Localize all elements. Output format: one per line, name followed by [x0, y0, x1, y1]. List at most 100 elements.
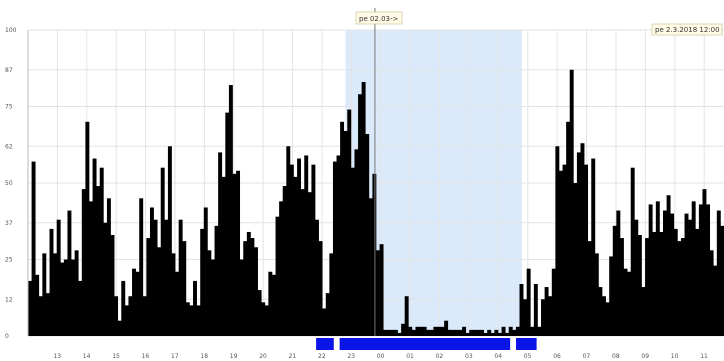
x-tick-label-2: 15 — [112, 353, 120, 360]
bar-123 — [469, 329, 474, 336]
bar-168 — [630, 167, 635, 336]
bar-65 — [261, 302, 266, 336]
bar-22 — [106, 198, 111, 336]
y-tick-label-6: 75 — [5, 104, 13, 111]
bar-14 — [78, 280, 83, 336]
bar-175 — [655, 201, 660, 336]
bar-169 — [634, 219, 639, 336]
bar-31 — [139, 198, 144, 336]
bar-157 — [591, 158, 596, 336]
bar-114 — [436, 326, 441, 336]
bar-43 — [182, 241, 187, 336]
bar-54 — [221, 176, 226, 336]
bar-46 — [193, 280, 197, 336]
bar-189 — [706, 204, 710, 336]
bar-17 — [88, 201, 93, 336]
bar-66 — [264, 305, 269, 336]
bar-190 — [709, 250, 714, 336]
bar-38 — [164, 219, 169, 336]
bar-36 — [157, 247, 162, 336]
bar-81 — [318, 241, 323, 336]
x-tick-label-6: 19 — [230, 353, 238, 360]
bar-108 — [415, 326, 420, 336]
bar-41 — [175, 271, 180, 336]
bar-183 — [684, 213, 689, 336]
bar-94 — [365, 134, 370, 336]
x-tick-label-21: 10 — [671, 353, 679, 360]
bar-26 — [121, 280, 126, 336]
bar-121 — [462, 326, 467, 336]
date-label: pe 2.3.2018 12:00 — [655, 26, 720, 34]
bar-142 — [537, 326, 542, 336]
x-tick-label-16: 05 — [524, 353, 532, 360]
bar-79 — [311, 164, 316, 336]
x-tick-label-3: 16 — [142, 353, 150, 360]
x-tick-label-17: 06 — [553, 353, 561, 360]
bar-20 — [99, 167, 104, 336]
x-axis: 13 14 15 16 17 18 19 20 21 22 23 00 01 02 03 04 05 06 07 08… — [53, 353, 708, 360]
bar-8 — [56, 219, 61, 336]
bar-18 — [92, 158, 97, 336]
bar-161 — [605, 302, 610, 336]
x-tick-label-15: 04 — [494, 353, 502, 360]
bar-97 — [376, 250, 380, 336]
bar-27 — [124, 305, 129, 336]
bar-1 — [31, 161, 36, 336]
y-axis: 0 12 25 37 50 62 75 87 100 — [5, 27, 29, 340]
bar-82 — [322, 308, 327, 336]
bar-62 — [250, 238, 255, 336]
bar-180 — [673, 228, 678, 336]
bar-52 — [214, 225, 219, 336]
bar-149 — [562, 164, 567, 336]
bar-21 — [103, 222, 108, 336]
bar-7 — [53, 253, 58, 336]
bar-187 — [698, 204, 703, 336]
bar-138 — [523, 299, 528, 336]
bar-40 — [171, 253, 176, 336]
bar-177 — [663, 210, 667, 336]
bar-77 — [304, 155, 309, 336]
y-tick-label-4: 50 — [5, 180, 13, 187]
bar-83 — [325, 293, 330, 336]
bar-174 — [652, 231, 657, 336]
x-tick-label-19: 08 — [612, 353, 620, 360]
bar-88 — [343, 130, 348, 336]
bars — [28, 69, 724, 337]
bar-166 — [623, 268, 628, 336]
bar-115 — [440, 326, 445, 336]
bar-134 — [508, 326, 513, 336]
y-tick-label-0: 0 — [5, 333, 9, 340]
bar-78 — [307, 192, 312, 336]
bar-105 — [404, 296, 409, 336]
bar-137 — [519, 283, 524, 336]
bar-136 — [515, 326, 520, 336]
bar-5 — [45, 293, 50, 336]
bar-124 — [472, 329, 477, 336]
bar-12 — [71, 259, 75, 336]
bar-59 — [239, 259, 244, 336]
y-tick-label-7: 87 — [5, 67, 13, 74]
bar-150 — [566, 121, 571, 336]
bar-96 — [372, 173, 377, 336]
bar-34 — [149, 207, 154, 336]
bar-68 — [271, 274, 276, 336]
bar-122 — [465, 332, 470, 336]
bar-111 — [426, 329, 431, 336]
bar-167 — [627, 271, 632, 336]
bar-53 — [218, 152, 223, 336]
bar-172 — [645, 238, 650, 336]
bar-37 — [160, 167, 165, 336]
bar-76 — [300, 189, 305, 336]
bar-184 — [688, 219, 693, 336]
bar-127 — [483, 332, 488, 336]
bar-57 — [232, 173, 237, 336]
x-tick-label-8: 21 — [289, 353, 297, 360]
bar-181 — [677, 241, 682, 336]
x-tick-label-12: 01 — [406, 353, 414, 360]
bar-135 — [512, 329, 517, 336]
cursor-tag: pe 02.03-> — [355, 11, 403, 25]
bar-171 — [641, 287, 646, 336]
bar-67 — [268, 271, 273, 336]
bar-163 — [612, 225, 617, 336]
